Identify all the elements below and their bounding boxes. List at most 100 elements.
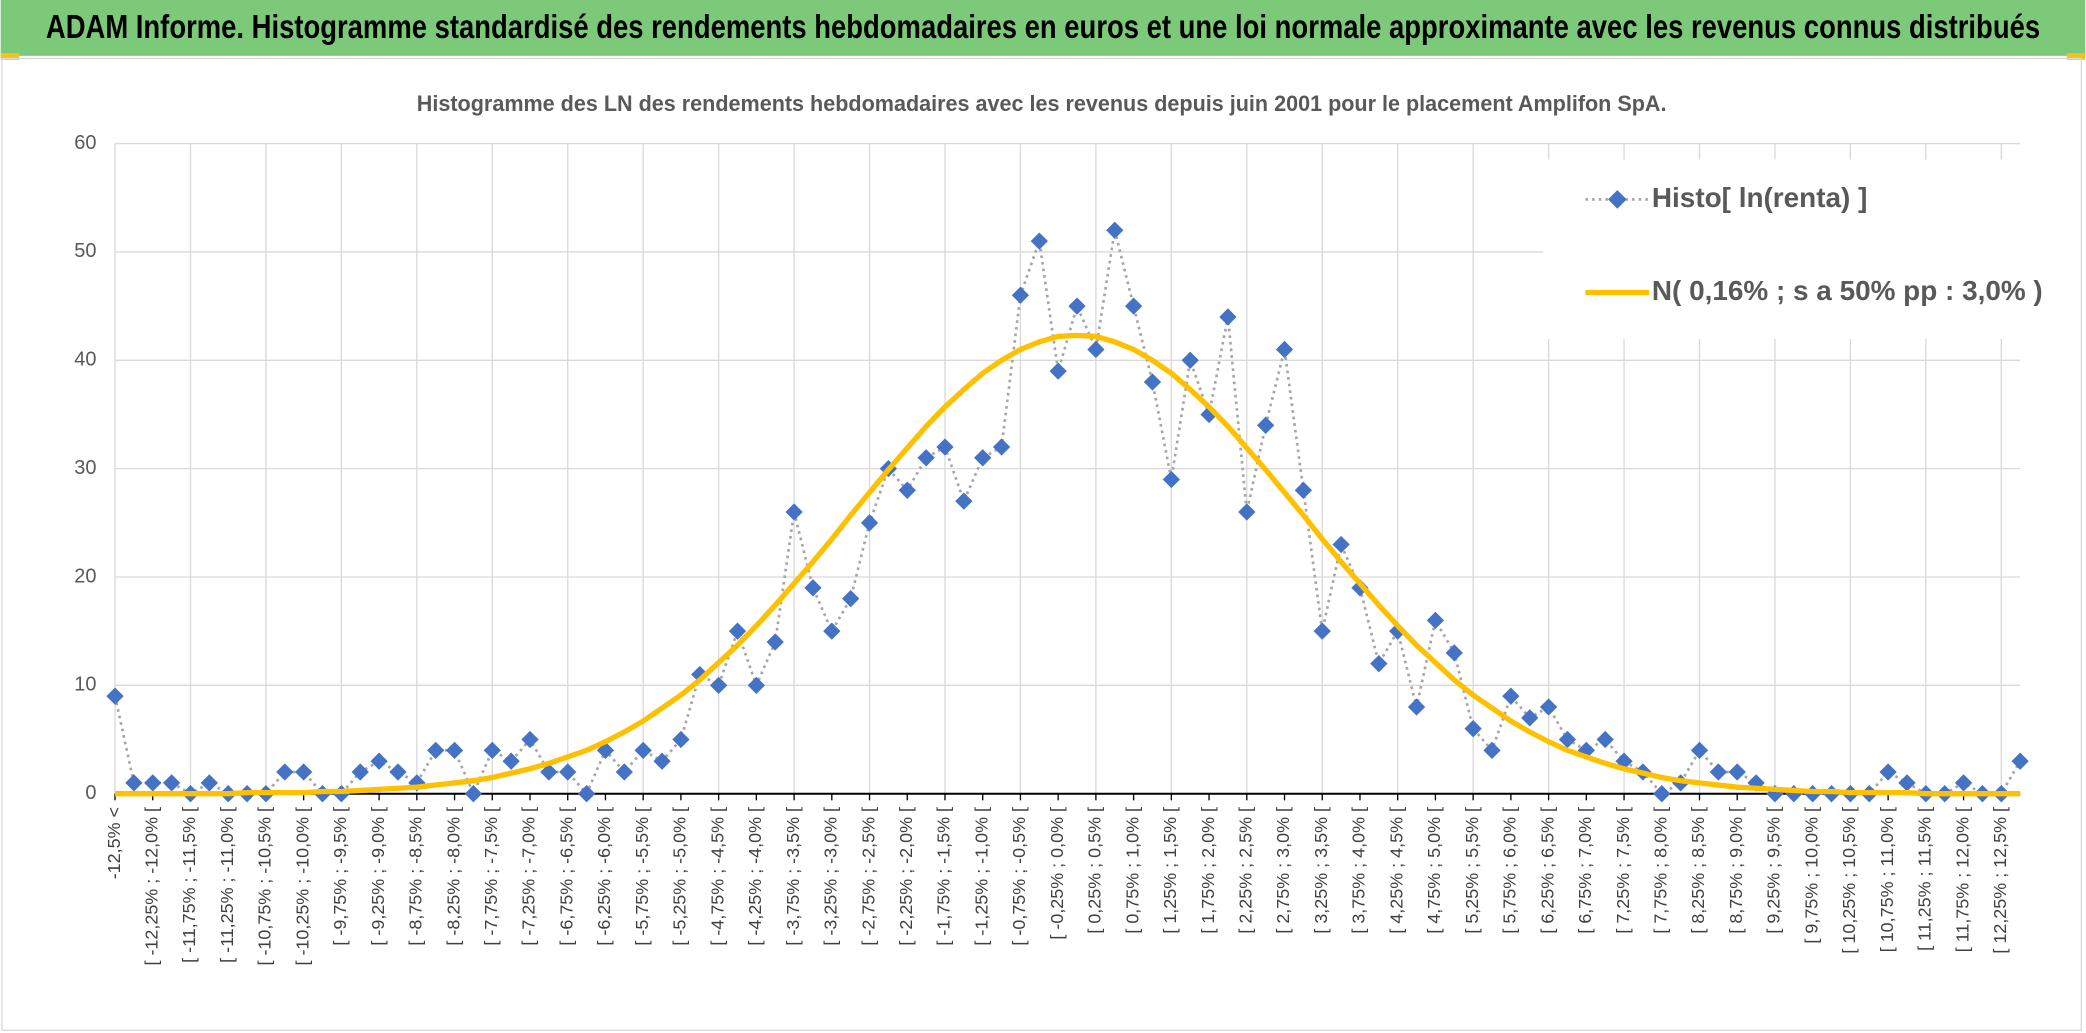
marker — [1257, 416, 1275, 434]
marker — [200, 774, 218, 792]
marker — [1709, 763, 1728, 781]
marker — [1653, 785, 1671, 803]
marker — [464, 785, 483, 803]
marker — [144, 774, 162, 792]
x-tick-label: [ 5,75% ; 6,0% [ — [1500, 807, 1520, 934]
x-tick-label: [ 5,25% ; 5,5% [ — [1462, 807, 1482, 934]
legend-marker — [1608, 190, 1627, 209]
marker — [634, 741, 652, 759]
marker — [1879, 763, 1897, 781]
x-tick-label: [ -2,75% ; -2,5% [ — [858, 807, 878, 946]
x-tick-label: [ -9,25% ; -9,0% [ — [368, 807, 388, 946]
x-tick-label: [ -1,25% ; -1,0% [ — [971, 807, 991, 946]
marker — [823, 622, 841, 640]
marker — [276, 763, 294, 781]
marker — [1898, 774, 1916, 792]
x-tick-label: [ 12,25% ; 12,5% [ — [1990, 807, 2010, 954]
x-tick-label: [ 0,75% ; 1,0% [ — [1122, 807, 1142, 934]
x-tick-label: [ -7,25% ; -7,0% [ — [519, 807, 539, 946]
x-tick-label: [ -6,75% ; -6,5% [ — [556, 807, 576, 946]
marker — [1087, 340, 1105, 359]
series-line — [115, 332, 2021, 797]
x-tick-label: [ 7,75% ; 8,0% [ — [1651, 807, 1671, 934]
marker — [1049, 362, 1067, 380]
x-tick-label: [ 4,25% ; 4,5% [ — [1386, 807, 1406, 934]
x-tick-label: [ -0,75% ; -0,5% [ — [1009, 807, 1029, 946]
marker — [653, 752, 671, 770]
marker — [162, 774, 181, 792]
x-tick-label: [ -12,25% ; -12,0% [ — [141, 807, 161, 966]
x-tick-label: [ 3,25% ; 3,5% [ — [1311, 807, 1331, 934]
marker — [483, 741, 501, 759]
chart-title: Histogramme des LN des rendements hebdom… — [417, 91, 1667, 116]
legend-label: Histo[ ln(renta) ] — [1652, 182, 1867, 213]
marker — [559, 763, 577, 781]
marker — [106, 687, 124, 705]
x-tick-label: [ -11,75% ; -11,5% [ — [179, 807, 199, 963]
marker — [1219, 308, 1237, 326]
marker — [1068, 297, 1086, 315]
marker — [936, 438, 954, 456]
x-tick-label: [ 2,75% ; 3,0% [ — [1273, 807, 1293, 934]
marker — [125, 774, 143, 792]
marker — [1106, 221, 1124, 239]
x-tick-label: [ 1,75% ; 2,0% [ — [1198, 807, 1218, 934]
marker — [1030, 232, 1048, 250]
y-tick-label: 40 — [74, 349, 96, 371]
x-tick-label: [ 10,75% ; 11,0% [ — [1877, 807, 1897, 952]
marker — [1483, 741, 1501, 759]
x-tick-label: [ -6,25% ; -6,0% [ — [594, 807, 614, 946]
x-tick-label: [ 2,25% ; 2,5% [ — [1236, 807, 1256, 934]
marker — [1954, 774, 1973, 792]
marker — [1351, 579, 1369, 597]
x-tick-label: [ 6,25% ; 6,5% [ — [1537, 807, 1557, 934]
marker — [1596, 730, 1614, 749]
marker — [295, 763, 313, 781]
y-tick-label: 0 — [85, 782, 96, 804]
marker — [728, 622, 747, 640]
marker — [860, 514, 879, 532]
marker — [1124, 297, 1143, 315]
x-tick-label: [ 11,75% ; 12,0% [ — [1952, 807, 1972, 952]
x-tick-label: [ -10,25% ; -10,0% [ — [292, 807, 312, 966]
x-tick-label: [ 8,25% ; 8,5% [ — [1688, 807, 1708, 934]
marker — [1464, 720, 1482, 738]
marker — [1332, 535, 1350, 554]
x-tick-label: [ -5,75% ; -5,5% [ — [632, 807, 652, 946]
marker — [1558, 730, 1577, 749]
x-tick-label: [ 7,25% ; 7,5% [ — [1613, 807, 1633, 934]
marker — [804, 579, 822, 597]
x-tick-label: [ -5,25% ; -5,0% [ — [670, 807, 690, 946]
marker — [992, 438, 1011, 456]
x-tick-label: [ -4,25% ; -4,0% [ — [745, 807, 765, 946]
legend-label: N( 0,16% ; s a 50% pp : 3,0% ) — [1652, 275, 2043, 306]
x-tick-label: [ -4,75% ; -4,5% [ — [707, 807, 727, 946]
marker — [577, 785, 596, 803]
marker — [974, 449, 992, 467]
y-tick-label: 30 — [74, 457, 96, 479]
x-tick-label: [ -9,75% ; -9,5% [ — [330, 807, 350, 946]
x-tick-label: [ -3,75% ; -3,5% [ — [783, 807, 803, 946]
marker — [1370, 655, 1388, 673]
y-tick-label: 50 — [74, 240, 96, 262]
marker — [709, 676, 728, 694]
marker — [955, 492, 973, 510]
marker — [691, 665, 709, 684]
marker — [1389, 622, 1407, 640]
marker — [747, 676, 766, 694]
marker — [502, 752, 520, 770]
corner — [2066, 53, 2086, 60]
banner — [0, 0, 2086, 56]
marker — [842, 590, 860, 608]
marker — [672, 730, 690, 749]
marker — [2011, 752, 2029, 770]
x-tick-label: [ 4,75% ; 5,0% [ — [1424, 807, 1444, 934]
x-tick-label: [ 9,75% ; 10,0% [ — [1801, 807, 1821, 944]
x-tick-label: [ 10,25% ; 10,5% [ — [1839, 807, 1859, 954]
x-tick-label: [ -10,75% ; -10,5% [ — [255, 807, 275, 966]
x-tick-label: [ 6,75% ; 7,0% [ — [1575, 807, 1595, 934]
x-tick-label: [ -3,25% ; -3,0% [ — [821, 807, 841, 946]
x-tick-label: [ 1,25% ; 1,5% [ — [1160, 807, 1180, 934]
marker — [785, 503, 803, 521]
